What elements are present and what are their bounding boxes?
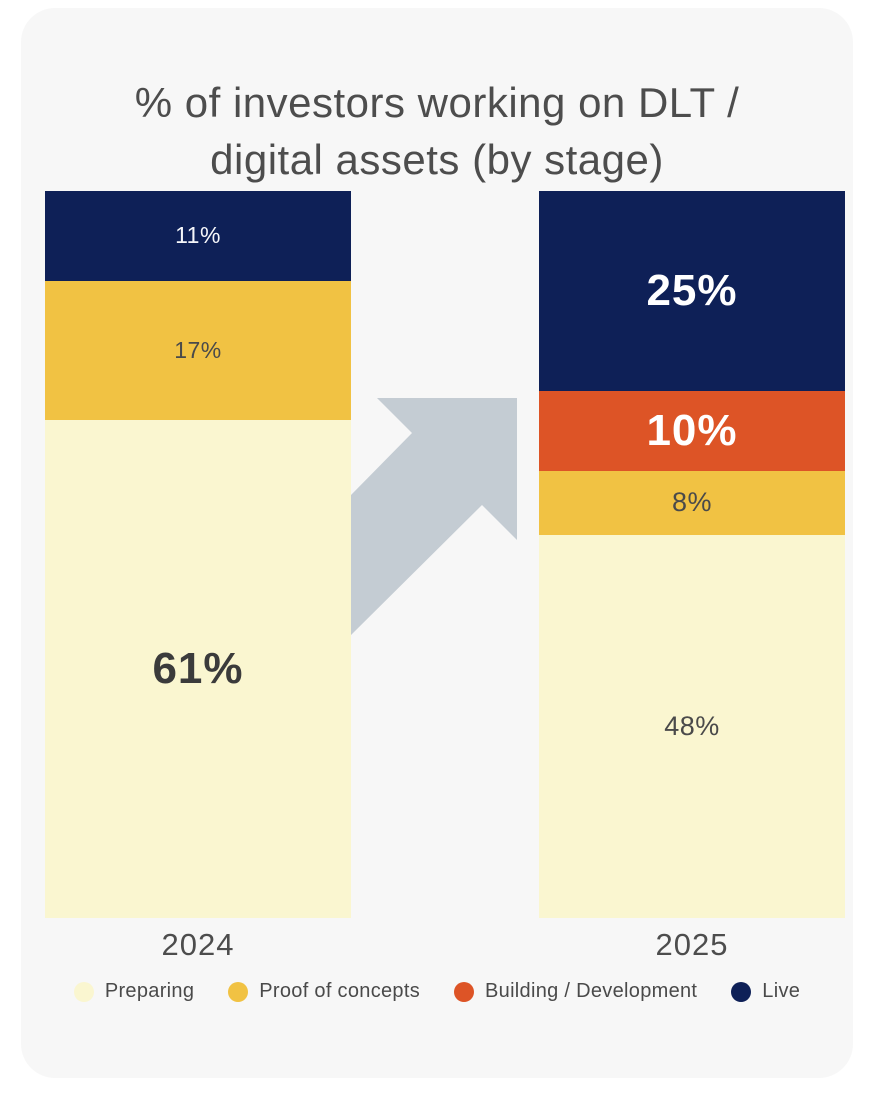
bar-stack-2024: 11% 17% 61% <box>45 191 351 918</box>
segment-value-label: 11% <box>175 222 221 249</box>
segment-value-label: 8% <box>671 487 713 518</box>
legend: Preparing Proof of concepts Building / Dev… <box>21 980 853 1003</box>
legend-swatch-icon <box>454 981 474 1002</box>
legend-item-building-development: Building / Development <box>454 980 697 1003</box>
bar-segment-live-2024: 11% <box>45 191 351 281</box>
segment-value-label: 10% <box>646 405 738 455</box>
segment-value-label: 17% <box>174 336 222 363</box>
bar-segment-proof-of-concepts-2025: 8% <box>539 470 845 535</box>
legend-item-label: Proof of concepts <box>259 980 420 1002</box>
growth-arrow-icon <box>351 398 517 635</box>
bar-segment-building-development-2025: 10% <box>539 390 845 471</box>
legend-item-preparing: Preparing <box>73 980 195 1003</box>
growth-arrow-shape <box>351 398 517 635</box>
bar-2025: 25% 10% 8% 48% 2025 <box>539 191 845 963</box>
x-axis-label-2024: 2024 <box>161 927 235 962</box>
legend-swatch-icon <box>228 981 249 1002</box>
segment-value-label: 48% <box>664 710 720 741</box>
chart-card: % of investors working on DLT / digital … <box>21 8 853 1078</box>
chart-title-line-1: % of investors working on DLT / <box>134 79 740 126</box>
chart-title-line-2: digital assets (by stage) <box>210 136 664 183</box>
legend-swatch-icon <box>73 981 94 1002</box>
bar-segment-preparing-2024: 61% <box>45 419 351 918</box>
legend-item-proof-of-concepts: Proof of concepts <box>228 980 420 1003</box>
legend-item-label: Preparing <box>104 980 195 1002</box>
bar-segment-live-2025: 25% <box>539 191 845 391</box>
segment-value-label: 25% <box>646 265 738 315</box>
chart-title: % of investors working on DLT / digital … <box>21 74 853 188</box>
legend-swatch-icon <box>731 981 752 1002</box>
bar-2024: 11% 17% 61% 2024 <box>45 191 351 963</box>
x-axis-label-2025: 2025 <box>655 927 729 962</box>
legend-item-label: Live <box>762 980 801 1002</box>
legend-item-label: Building / Development <box>485 980 698 1002</box>
bar-stack-2025: 25% 10% 8% 48% <box>539 191 845 918</box>
bar-segment-proof-of-concepts-2024: 17% <box>45 280 351 420</box>
bar-segment-preparing-2025: 48% <box>539 534 845 918</box>
legend-item-live: Live <box>731 980 800 1003</box>
segment-value-label: 61% <box>152 643 244 693</box>
